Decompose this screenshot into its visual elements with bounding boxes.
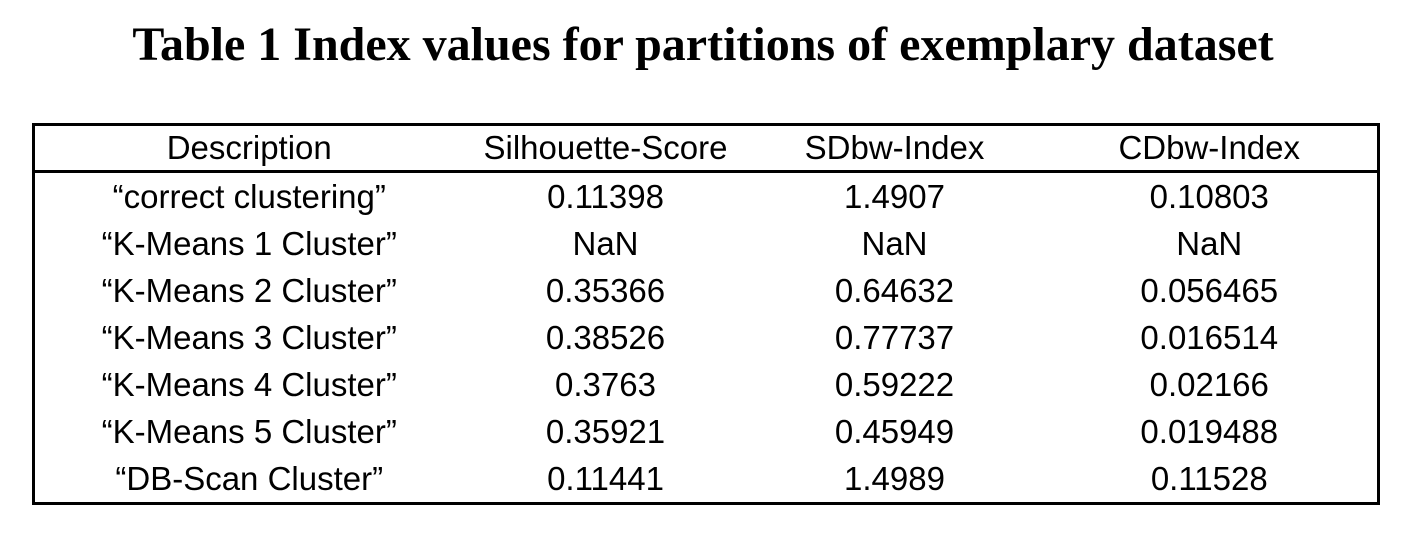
column-header-cdbw-index: CDbw-Index	[1118, 129, 1301, 166]
table-cell: 0.38526	[545, 318, 666, 356]
table-cell: “K-Means 5 Cluster”	[101, 412, 397, 450]
table-body: “correct clustering” 0.11398 1.4907 0.10803…	[34, 172, 1379, 504]
table-cell: 0.016514	[1140, 318, 1279, 356]
table-cell: 0.11441	[547, 459, 664, 497]
column-header-description: Description	[166, 129, 332, 166]
table-row: “K-Means 1 Cluster” NaN NaN NaN	[34, 220, 1379, 267]
table-cell: 0.056465	[1140, 271, 1279, 309]
table-row: “DB-Scan Cluster” 0.11441 1.4989 0.11528	[34, 455, 1379, 504]
table-header-row: Description Silhouette-Score SDbw-Index …	[33, 125, 1379, 172]
table-cell: “K-Means 2 Cluster”	[101, 271, 397, 309]
table-cell: “DB-Scan Cluster”	[115, 459, 384, 497]
table-cell: 1.4907	[844, 177, 945, 215]
table-cell: NaN	[861, 224, 928, 262]
table-cell: 0.10803	[1149, 177, 1269, 215]
table-cell: 0.77737	[834, 318, 955, 356]
table-cell: NaN	[1176, 224, 1243, 262]
table-cell: “K-Means 4 Cluster”	[101, 365, 397, 403]
table-cell: 0.019488	[1140, 412, 1279, 450]
table-cell: 1.4989	[844, 459, 945, 497]
table-row: “K-Means 4 Cluster” 0.3763 0.59222 0.02166	[34, 361, 1379, 408]
table-row: “correct clustering” 0.11398 1.4907 0.10803	[34, 172, 1379, 221]
table-cell: NaN	[572, 224, 639, 262]
table-cell: “K-Means 3 Cluster”	[101, 318, 397, 356]
table-cell: “K-Means 1 Cluster”	[101, 224, 397, 262]
table-caption: Table 1 Index values for partitions of e…	[132, 18, 1274, 71]
table-cell: 0.59222	[834, 365, 955, 403]
table-cell: “correct clustering”	[112, 177, 386, 215]
table-cell: 0.3763	[555, 365, 656, 403]
table-cell: 0.02166	[1149, 365, 1269, 403]
table-cell: 0.64632	[834, 271, 955, 309]
table-row: “K-Means 5 Cluster” 0.35921 0.45949 0.01948…	[34, 408, 1379, 455]
table-cell: 0.45949	[834, 412, 955, 450]
column-header-silhouette-score: Silhouette-Score	[483, 129, 728, 166]
column-header-sdbw-index: SDbw-Index	[804, 129, 985, 166]
table-cell: 0.35921	[545, 412, 666, 450]
table-cell: 0.11528	[1150, 459, 1268, 497]
table-cell: 0.35366	[545, 271, 666, 309]
index-values-table: Description Silhouette-Score SDbw-Index …	[32, 123, 1380, 505]
table-header: Description Silhouette-Score SDbw-Index …	[33, 125, 1379, 172]
table-row: “K-Means 3 Cluster” 0.38526 0.77737 0.01651…	[34, 314, 1379, 361]
table-row: “K-Means 2 Cluster” 0.35366 0.64632 0.05646…	[34, 267, 1379, 314]
table-cell: 0.11398	[547, 177, 664, 215]
